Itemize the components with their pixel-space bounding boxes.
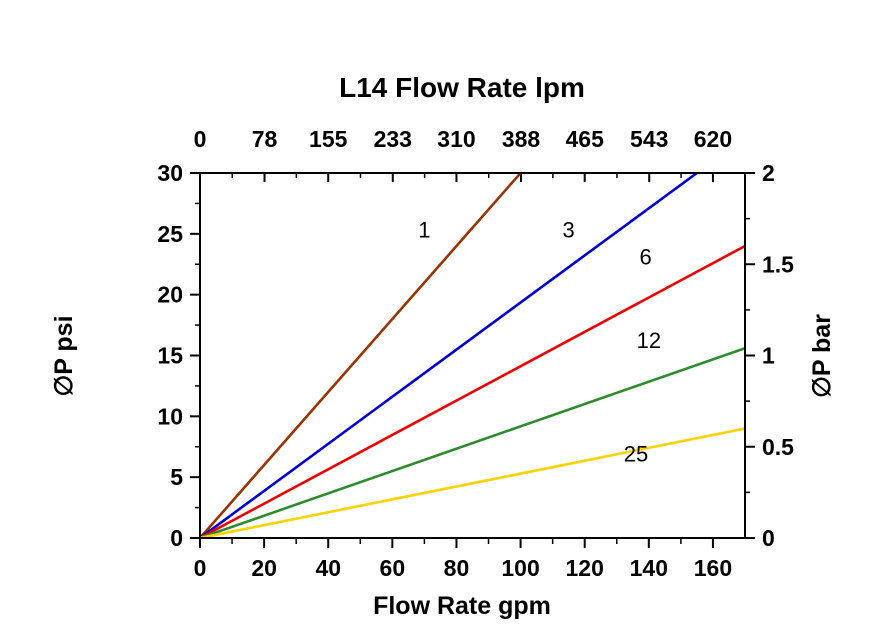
series-lines [200, 173, 745, 538]
series-line-12 [200, 346, 745, 538]
series-line-6 [200, 244, 745, 538]
y-left-tick-label: 20 [157, 282, 183, 308]
plot-border [199, 172, 746, 539]
x-top-tick-label: 543 [630, 126, 668, 152]
y-left-tick-label: 0 [170, 525, 183, 551]
x-bottom-tick-label: 140 [630, 555, 668, 581]
x-top-tick-label: 465 [566, 126, 605, 152]
series-line-3 [200, 173, 699, 538]
series-labels: 1 3 6 12 25 [418, 217, 661, 466]
y-left-tick-label: 15 [157, 343, 183, 369]
series-label-25: 25 [624, 441, 648, 466]
y-axis-right-label: ∅P bar [808, 314, 836, 398]
x-bottom-tick-label: 100 [501, 555, 539, 581]
x-top-tick-label: 388 [502, 126, 541, 152]
x-bottom-tick-label: 20 [251, 555, 277, 581]
x-top-tick-label: 0 [194, 126, 207, 152]
x-axis-bottom-label: Flow Rate gpm [373, 592, 551, 620]
series-label-3: 3 [563, 217, 575, 242]
x-bottom-tick-label: 60 [380, 555, 406, 581]
x-bottom-tick-label: 120 [566, 555, 604, 581]
x-bottom-tick-label: 160 [694, 555, 732, 581]
x-top-tick-label: 233 [374, 126, 412, 152]
y-left-tick-label: 30 [157, 160, 183, 186]
x-top-tick-label: 620 [694, 126, 732, 152]
y-right-tick-label: 1 [762, 343, 775, 369]
y-right-tick-label: 0.5 [762, 434, 794, 460]
y-axis-left-label: ∅P psi [50, 315, 78, 396]
series-label-12: 12 [637, 328, 661, 353]
x-top-tick-label: 310 [437, 126, 475, 152]
series-line-25 [200, 427, 745, 538]
chart-title: L14 Flow Rate lpm [339, 72, 585, 103]
x-bottom-tick-label: 80 [444, 555, 470, 581]
series-line-1 [200, 173, 522, 538]
x-bottom-tick-label: 40 [315, 555, 341, 581]
x-bottom-tick-label: 0 [194, 555, 207, 581]
x-top-tick-label: 78 [252, 126, 278, 152]
series-label-1: 1 [418, 217, 430, 242]
y-left-tick-label: 10 [157, 403, 183, 429]
x-top-tick-label: 155 [309, 126, 348, 152]
y-left-tick-label: 5 [170, 464, 183, 490]
y-right-tick-label: 0 [762, 525, 775, 551]
plot-frame [199, 172, 746, 539]
y-right-tick-label: 1.5 [762, 251, 794, 277]
series-label-6: 6 [639, 244, 651, 269]
y-left-tick-label: 25 [157, 221, 183, 247]
y-right-tick-label: 2 [762, 160, 775, 186]
